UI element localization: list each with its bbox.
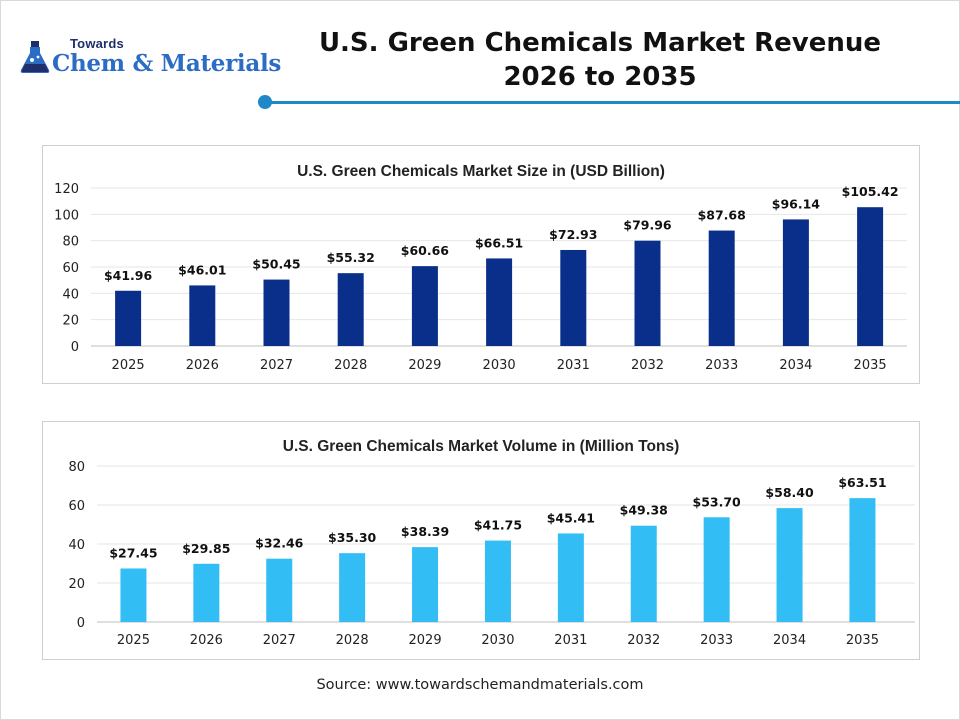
data-label: $35.30 (328, 530, 377, 545)
flask-icon (20, 41, 50, 73)
x-tick-label: 2033 (705, 358, 738, 373)
x-tick-label: 2028 (334, 358, 367, 373)
data-label: $46.01 (178, 262, 226, 277)
x-tick-label: 2035 (854, 358, 887, 373)
data-label: $41.75 (474, 518, 522, 533)
data-label: $27.45 (109, 545, 157, 560)
y-tick-label: 60 (68, 499, 85, 514)
bar-2030 (484, 540, 511, 622)
bar-2026 (189, 285, 216, 346)
data-label: $63.51 (838, 475, 886, 490)
bar-2031 (560, 249, 587, 346)
y-tick-label: 60 (62, 261, 79, 276)
x-tick-label: 2028 (336, 633, 369, 648)
data-label: $66.51 (475, 235, 523, 250)
y-tick-label: 0 (77, 616, 85, 631)
bar-2032 (630, 525, 657, 622)
bar-2025 (115, 290, 142, 346)
revenue-chart-panel: 0 20 40 60 80 100 120 $41.96 2025 $46.01 2026 $50.4… (42, 145, 920, 384)
title-divider (265, 101, 960, 104)
data-label: $72.93 (549, 227, 597, 242)
page-title-line-2: 2026 to 2035 (503, 62, 697, 92)
y-tick-label: 40 (68, 538, 85, 553)
data-label: $32.46 (255, 536, 304, 551)
y-tick-label: 80 (62, 235, 79, 250)
bar-2033 (708, 230, 735, 346)
data-label: $29.85 (182, 541, 230, 556)
bar-2025 (120, 568, 147, 622)
bar-2029 (411, 266, 438, 346)
brand-name: Chem & Materials (52, 50, 282, 77)
data-label: $96.14 (772, 196, 821, 211)
bar-2027 (266, 558, 293, 622)
x-tick-label: 2032 (627, 633, 660, 648)
bar-2032 (634, 240, 661, 346)
brand-logo: Towards Chem & Materials (18, 36, 281, 77)
bar-2031 (557, 533, 584, 622)
x-tick-label: 2031 (554, 633, 587, 648)
page-title-line-1: U.S. Green Chemicals Market Revenue (318, 28, 882, 58)
source-note: Source: www.towardschemandmaterials.com (316, 677, 644, 693)
x-tick-label: 2030 (483, 358, 516, 373)
x-tick-label: 2026 (190, 633, 223, 648)
x-tick-label: 2027 (260, 358, 293, 373)
y-tick-label: 20 (68, 577, 85, 592)
data-label: $87.68 (698, 208, 746, 223)
brand-top-text: Towards (70, 36, 124, 51)
x-tick-label: 2033 (700, 633, 733, 648)
bar-2035 (849, 498, 876, 622)
x-tick-label: 2029 (408, 358, 441, 373)
data-label: $41.96 (104, 268, 153, 283)
x-tick-label: 2025 (112, 358, 145, 373)
data-label: $38.39 (401, 524, 449, 539)
data-label: $45.41 (547, 510, 595, 525)
bar-2026 (193, 563, 220, 622)
x-tick-label: 2027 (263, 633, 296, 648)
data-label: $49.38 (620, 503, 668, 518)
x-tick-label: 2034 (779, 358, 812, 373)
x-tick-label: 2034 (773, 633, 806, 648)
x-tick-label: 2029 (409, 633, 442, 648)
bar-2028 (339, 553, 366, 622)
y-tick-label: 0 (71, 340, 79, 355)
data-label: $50.45 (252, 257, 300, 272)
volume-chart-panel: 0 20 40 60 80 $27.45 2025 $29.85 2026 $32.46 2027 $… (42, 421, 920, 660)
page-title: U.S. Green Chemicals Market Revenue 2026… (310, 26, 890, 94)
title-divider-dot (258, 95, 272, 109)
bar-2030 (486, 258, 513, 346)
data-label: $58.40 (765, 485, 814, 500)
y-tick-label: 40 (62, 287, 79, 302)
bar-2035 (857, 207, 884, 346)
x-tick-label: 2025 (117, 633, 150, 648)
x-tick-label: 2030 (481, 633, 514, 648)
revenue-bar-chart: 0 20 40 60 80 100 120 $41.96 2025 $46.01 2026 $50.4… (54, 182, 907, 373)
y-tick-label: 20 (62, 314, 79, 329)
data-label: $55.32 (327, 250, 375, 265)
data-label: $60.66 (401, 243, 450, 258)
data-label: $105.42 (842, 184, 899, 199)
bar-2034 (776, 508, 803, 622)
bar-2028 (337, 273, 364, 346)
volume-bar-chart: 0 20 40 60 80 $27.45 2025 $29.85 2026 $32.46 2027 $… (68, 460, 915, 648)
x-tick-label: 2031 (557, 358, 590, 373)
x-tick-label: 2035 (846, 633, 879, 648)
y-tick-label: 100 (54, 208, 79, 223)
bar-2034 (782, 219, 809, 346)
x-tick-label: 2026 (186, 358, 219, 373)
y-tick-label: 80 (68, 460, 85, 475)
x-tick-label: 2032 (631, 358, 664, 373)
bar-2027 (263, 279, 290, 346)
bar-2029 (412, 547, 439, 622)
data-label: $53.70 (693, 494, 742, 509)
bar-2033 (703, 517, 730, 622)
y-tick-label: 120 (54, 182, 79, 197)
volume-chart-title: U.S. Green Chemicals Market Volume in (M… (282, 438, 680, 455)
data-label: $79.96 (623, 218, 672, 233)
revenue-chart-title: U.S. Green Chemicals Market Size in (USD… (297, 163, 665, 180)
